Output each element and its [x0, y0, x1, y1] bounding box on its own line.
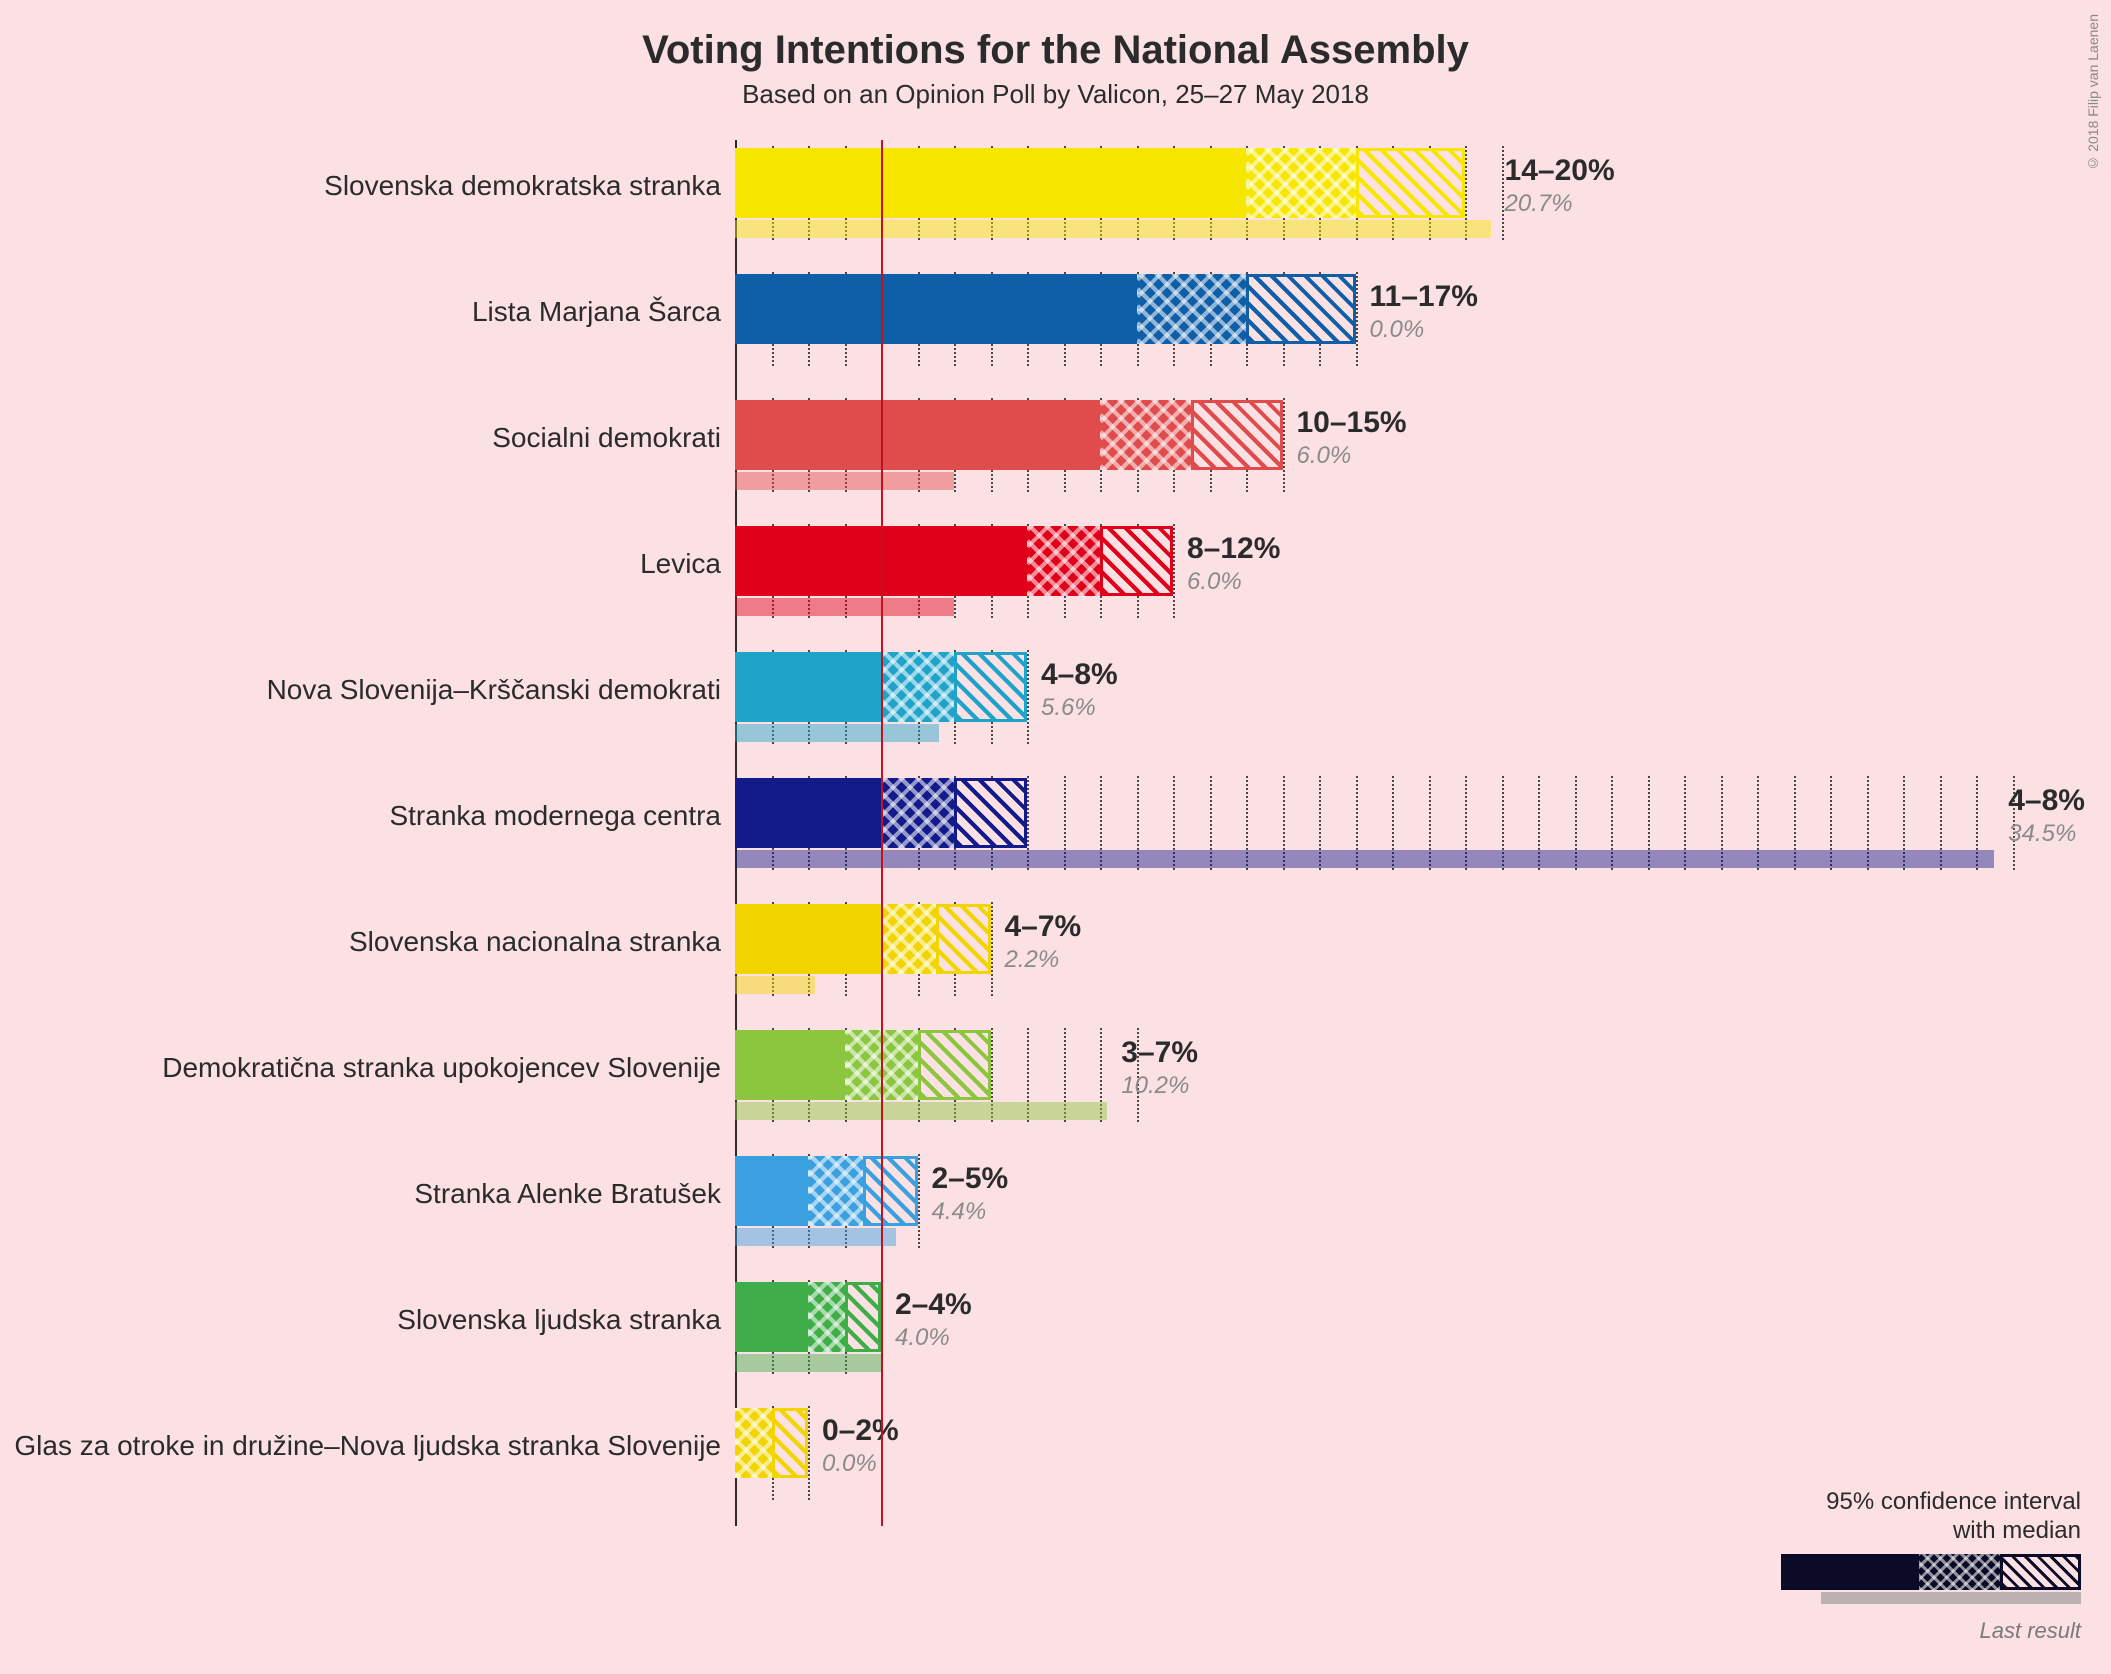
- poll-bar-solid: [735, 400, 1100, 470]
- ci-median-to-high: [1100, 526, 1173, 596]
- poll-chart: Slovenska demokratska stranka 14–20%20.7%…: [0, 140, 2111, 1620]
- ci-median-to-high: [918, 1030, 991, 1100]
- value-range: 4–8%: [2008, 784, 2085, 818]
- value-range: 11–17%: [1370, 280, 1478, 314]
- party-row: Lista Marjana Šarca 11–17%0.0%: [0, 266, 2111, 392]
- previous-result-bar: [735, 976, 815, 994]
- ci-crosshatch: [1246, 148, 1356, 218]
- value-previous: 6.0%: [1187, 568, 1242, 596]
- previous-result-bar: [735, 1228, 896, 1246]
- value-range: 8–12%: [1187, 532, 1280, 566]
- ci-median-to-high: [863, 1156, 918, 1226]
- value-range: 4–8%: [1041, 658, 1118, 692]
- poll-bar-solid: [735, 148, 1246, 218]
- value-previous: 4.4%: [932, 1198, 987, 1226]
- party-row: Slovenska ljudska stranka 2–4%4.0%: [0, 1274, 2111, 1400]
- legend-bar-solid: [1781, 1554, 1919, 1590]
- legend-bar-crosshatch: [1919, 1554, 2000, 1590]
- value-range: 2–4%: [895, 1288, 972, 1322]
- value-range: 2–5%: [932, 1162, 1009, 1196]
- previous-result-bar: [735, 1102, 1107, 1120]
- party-label: Stranka modernega centra: [389, 800, 721, 832]
- value-previous: 0.0%: [822, 1450, 877, 1478]
- value-previous: 5.6%: [1041, 694, 1096, 722]
- value-previous: 20.7%: [1505, 190, 1573, 218]
- previous-result-bar: [735, 1354, 881, 1372]
- ci-median-to-high: [954, 652, 1027, 722]
- chart-title: Voting Intentions for the National Assem…: [0, 0, 2111, 73]
- party-label: Slovenska nacionalna stranka: [349, 926, 721, 958]
- ci-crosshatch: [1027, 526, 1100, 596]
- party-row: Stranka modernega centra 4–8%34.5%: [0, 770, 2111, 896]
- value-range: 4–7%: [1005, 910, 1082, 944]
- chart-subtitle: Based on an Opinion Poll by Valicon, 25–…: [0, 79, 2111, 110]
- ci-median-to-high: [845, 1282, 882, 1352]
- legend-bar-diag: [2000, 1554, 2081, 1590]
- threshold-line: [881, 140, 883, 1526]
- ci-crosshatch: [881, 778, 954, 848]
- party-label: Levica: [640, 548, 721, 580]
- poll-bar-solid: [735, 904, 881, 974]
- party-row: Demokratična stranka upokojencev Sloveni…: [0, 1022, 2111, 1148]
- party-label: Slovenska ljudska stranka: [397, 1304, 721, 1336]
- value-previous: 10.2%: [1121, 1072, 1189, 1100]
- ci-crosshatch: [735, 1408, 772, 1478]
- party-row: Stranka Alenke Bratušek 2–5%4.4%: [0, 1148, 2111, 1274]
- value-previous: 6.0%: [1297, 442, 1352, 470]
- poll-bar-solid: [735, 1030, 845, 1100]
- ci-median-to-high: [772, 1408, 809, 1478]
- party-label: Nova Slovenija–Krščanski demokrati: [267, 674, 721, 706]
- legend-title: 95% confidence interval with median: [1721, 1488, 2081, 1546]
- ci-median-to-high: [1356, 148, 1466, 218]
- previous-result-bar: [735, 850, 1994, 868]
- party-label: Demokratična stranka upokojencev Sloveni…: [162, 1052, 721, 1084]
- poll-bar-solid: [735, 652, 881, 722]
- legend-line1: 95% confidence interval: [1826, 1488, 2081, 1515]
- ci-median-to-high: [1191, 400, 1282, 470]
- party-label: Lista Marjana Šarca: [472, 296, 721, 328]
- legend-swatch: [1721, 1554, 2081, 1614]
- previous-result-bar: [735, 472, 954, 490]
- value-range: 14–20%: [1505, 154, 1615, 188]
- poll-bar-solid: [735, 778, 881, 848]
- value-previous: 0.0%: [1370, 316, 1425, 344]
- party-row: Nova Slovenija–Krščanski demokrati 4–8%5.…: [0, 644, 2111, 770]
- poll-bar-solid: [735, 274, 1137, 344]
- ci-median-to-high: [954, 778, 1027, 848]
- previous-result-bar: [735, 220, 1491, 238]
- value-range: 0–2%: [822, 1414, 899, 1448]
- value-range: 10–15%: [1297, 406, 1407, 440]
- ci-crosshatch: [1100, 400, 1191, 470]
- ci-crosshatch: [808, 1156, 863, 1226]
- party-label: Glas za otroke in družine–Nova ljudska s…: [14, 1430, 721, 1462]
- party-row: Socialni demokrati 10–15%6.0%: [0, 392, 2111, 518]
- poll-bar-solid: [735, 1282, 808, 1352]
- previous-result-bar: [735, 724, 939, 742]
- legend-prev-bar: [1821, 1592, 2081, 1604]
- ci-median-to-high: [936, 904, 991, 974]
- legend-last-result: Last result: [1721, 1618, 2081, 1644]
- ci-crosshatch: [881, 652, 954, 722]
- party-row: Slovenska nacionalna stranka 4–7%2.2%: [0, 896, 2111, 1022]
- value-previous: 2.2%: [1005, 946, 1060, 974]
- legend-line2: with median: [1953, 1517, 2081, 1544]
- value-previous: 4.0%: [895, 1324, 950, 1352]
- party-label: Slovenska demokratska stranka: [324, 170, 721, 202]
- previous-result-bar: [735, 598, 954, 616]
- ci-median-to-high: [1246, 274, 1356, 344]
- party-row: Levica 8–12%6.0%: [0, 518, 2111, 644]
- party-label: Socialni demokrati: [492, 422, 721, 454]
- party-label: Stranka Alenke Bratušek: [414, 1178, 721, 1210]
- legend: 95% confidence interval with median Last…: [1721, 1488, 2081, 1644]
- poll-bar-solid: [735, 1156, 808, 1226]
- party-row: Slovenska demokratska stranka 14–20%20.7%: [0, 140, 2111, 266]
- ci-crosshatch: [808, 1282, 845, 1352]
- value-previous: 34.5%: [2008, 820, 2076, 848]
- value-range: 3–7%: [1121, 1036, 1198, 1070]
- ci-crosshatch: [881, 904, 936, 974]
- ci-crosshatch: [1137, 274, 1247, 344]
